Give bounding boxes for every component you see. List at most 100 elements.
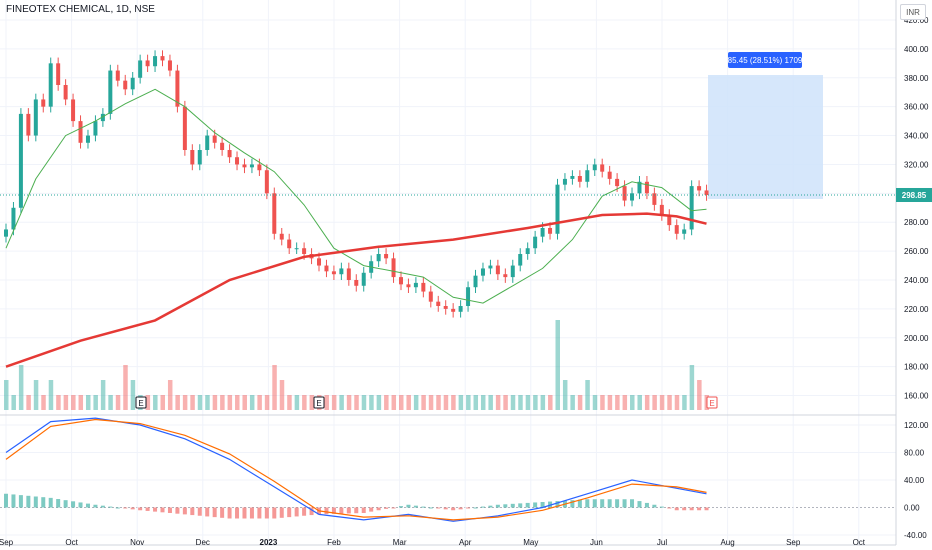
macd-panel (4, 417, 709, 522)
earnings-marker (135, 396, 147, 409)
histogram-bar (249, 507, 254, 519)
volume-bar (622, 395, 628, 410)
time-tick-label: Apr (459, 538, 472, 547)
histogram-bar (279, 507, 284, 518)
candle-body (108, 70, 113, 114)
macd-tick-label: 120.00 (904, 421, 929, 430)
histogram-bar (495, 504, 500, 508)
candle-body (406, 284, 411, 288)
histogram-bar (458, 507, 463, 510)
candle-body (175, 70, 180, 107)
volume-bar (48, 380, 54, 410)
time-tick-label: May (523, 538, 538, 547)
histogram-bar (324, 507, 329, 515)
volume-bar (41, 395, 46, 410)
candle-body (227, 150, 232, 158)
candle-body (242, 164, 247, 168)
histogram-bar (600, 499, 605, 508)
price-tick-label: 420.00 (904, 16, 929, 25)
histogram-bar (480, 506, 485, 508)
time-tick-label: Aug (720, 538, 734, 547)
volume-bar (346, 395, 352, 410)
candle-body (451, 308, 456, 312)
macd-tick-label: 80.00 (904, 449, 925, 458)
volume-bar (100, 380, 106, 410)
volume-bar (167, 380, 173, 410)
histogram-bar (398, 506, 403, 508)
histogram-bar (466, 507, 471, 509)
candle-body (167, 60, 172, 71)
price-tick-label: 180.00 (904, 363, 929, 372)
volume-bar (428, 395, 434, 410)
measure-box[interactable]: 85.45 (28.51%) 1709 (708, 52, 823, 199)
histogram-bar (138, 507, 143, 511)
candle-body (413, 282, 418, 288)
price-tick-label: 160.00 (904, 392, 929, 401)
time-tick-label: Feb (327, 538, 341, 547)
volume-bar (451, 395, 456, 410)
candle-body (205, 135, 210, 150)
candle-body (458, 306, 463, 312)
time-tick-label: Sep (0, 538, 14, 547)
histogram-bar (615, 499, 620, 508)
histogram-bar (510, 503, 515, 508)
histogram-bar (145, 507, 150, 511)
volume-bar (331, 395, 337, 410)
volume-bar (205, 395, 210, 410)
price-tick-label: 340.00 (904, 132, 929, 141)
candle-body (123, 80, 128, 90)
histogram-bar (533, 502, 538, 508)
volume-bar (458, 395, 464, 410)
candle-body (600, 164, 605, 172)
volume-bar (659, 395, 665, 410)
volume-bar (78, 395, 84, 410)
histogram-bar (346, 507, 351, 514)
candle-body (555, 184, 560, 234)
currency-label[interactable]: INR (900, 4, 926, 20)
histogram-bar (622, 499, 627, 508)
measure-label: 85.45 (28.51%) 1709 (728, 56, 803, 65)
volume-bar (697, 380, 702, 410)
candle-body (41, 99, 46, 107)
candle-body (361, 272, 366, 286)
volume-bar (436, 395, 441, 410)
histogram-bar (413, 505, 418, 508)
volume-bar (56, 395, 61, 410)
candle-body (4, 229, 8, 237)
volume-bar (488, 395, 493, 410)
histogram-bar (704, 507, 709, 511)
candle-body (63, 85, 68, 100)
histogram-bar (294, 507, 299, 517)
histogram-bar (369, 507, 374, 512)
histogram-bar (361, 507, 366, 513)
candle-body (182, 106, 187, 150)
candle-body (339, 268, 344, 275)
histogram-bar (384, 507, 389, 509)
histogram-bar (637, 501, 642, 508)
volume-bar (220, 395, 225, 410)
volume-bar (443, 395, 449, 410)
volume-bar (4, 380, 9, 410)
candle-body (480, 268, 485, 276)
histogram-bar (331, 507, 336, 514)
earnings-marker (313, 396, 325, 409)
chart-title: FINEOTEX CHEMICAL, 1D, NSE (6, 4, 155, 15)
earnings-marker-label: E (709, 399, 714, 408)
candle-body (667, 215, 672, 226)
candle-body (622, 186, 627, 201)
volume-bar (652, 395, 657, 410)
volume-bar (495, 395, 501, 410)
histogram-bar (182, 507, 187, 515)
candle-body (324, 265, 329, 272)
volume-bar (525, 395, 531, 410)
candle-body (398, 277, 403, 285)
volume-bar (108, 395, 113, 410)
candle-body (518, 254, 523, 266)
volume-bar (577, 395, 583, 410)
time-tick-label: Oct (65, 538, 78, 547)
price-tick-label: 220.00 (904, 305, 929, 314)
candle-body (220, 142, 225, 150)
earnings-marker-label: E (138, 399, 143, 408)
histogram-bar (682, 507, 687, 511)
